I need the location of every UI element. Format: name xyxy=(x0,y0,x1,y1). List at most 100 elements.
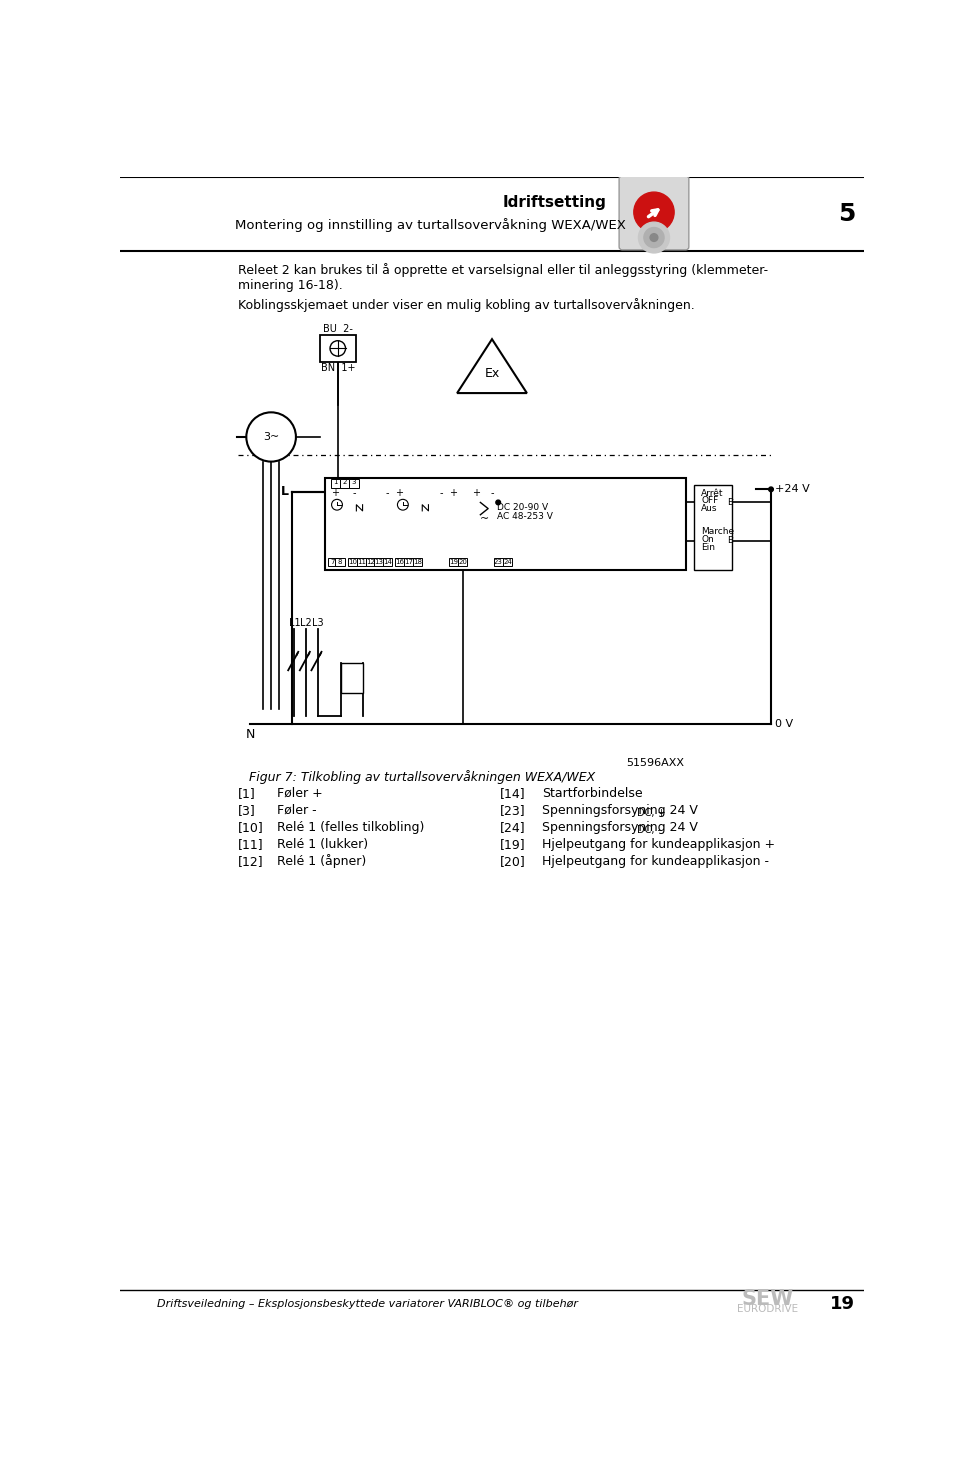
Text: +: + xyxy=(449,488,457,498)
Text: 13: 13 xyxy=(374,559,383,565)
Bar xyxy=(340,479,349,488)
Bar xyxy=(320,336,355,361)
Bar xyxy=(493,558,503,566)
Text: On: On xyxy=(701,535,714,544)
Text: Aus: Aus xyxy=(701,504,718,513)
Circle shape xyxy=(638,222,669,253)
Bar xyxy=(341,663,363,694)
Circle shape xyxy=(247,413,296,461)
Text: 10: 10 xyxy=(348,559,357,565)
Text: [1]: [1] xyxy=(238,787,255,800)
Text: [14]: [14] xyxy=(500,787,525,800)
Text: L1: L1 xyxy=(289,618,300,627)
Text: Spenningsforsyning 24 V: Spenningsforsyning 24 V xyxy=(542,805,698,816)
Bar xyxy=(448,558,458,566)
Text: Spenningsforsyning 24 V: Spenningsforsyning 24 V xyxy=(542,821,698,834)
Text: BN  1+: BN 1+ xyxy=(321,362,355,373)
Text: [23]: [23] xyxy=(500,805,525,816)
Bar xyxy=(331,479,340,488)
Text: E: E xyxy=(727,498,732,507)
Text: 18: 18 xyxy=(413,559,422,565)
Bar xyxy=(327,558,337,566)
Text: 3: 3 xyxy=(351,479,356,485)
Text: 8: 8 xyxy=(338,559,343,565)
Text: 0 V: 0 V xyxy=(775,719,793,729)
Text: +: + xyxy=(331,488,340,498)
Text: Hjelpeutgang for kundeapplikasjon -: Hjelpeutgang for kundeapplikasjon - xyxy=(542,855,769,868)
Text: +: + xyxy=(395,488,403,498)
Text: E: E xyxy=(727,537,732,546)
Text: 3~: 3~ xyxy=(263,432,279,442)
Text: ~: ~ xyxy=(480,515,489,525)
Text: 11: 11 xyxy=(357,559,367,565)
Text: Føler -: Føler - xyxy=(276,805,316,816)
Circle shape xyxy=(634,192,674,232)
Text: +: + xyxy=(472,488,481,498)
Text: [19]: [19] xyxy=(500,837,525,850)
Text: 51596AXX: 51596AXX xyxy=(626,757,684,768)
Text: [12]: [12] xyxy=(238,855,263,868)
Text: Arrêt: Arrêt xyxy=(701,488,724,497)
Circle shape xyxy=(650,234,658,241)
Text: DC 20-90 V: DC 20-90 V xyxy=(497,503,548,512)
Text: BU  2-: BU 2- xyxy=(323,324,352,334)
Text: 5: 5 xyxy=(838,201,855,226)
Bar xyxy=(349,479,359,488)
Bar xyxy=(357,558,367,566)
Circle shape xyxy=(644,228,664,247)
Circle shape xyxy=(397,500,408,510)
Text: Ex: Ex xyxy=(485,367,499,380)
Text: [20]: [20] xyxy=(500,855,525,868)
Text: 23: 23 xyxy=(493,559,503,565)
Text: 16: 16 xyxy=(396,559,404,565)
Text: -: - xyxy=(491,488,493,498)
Text: AC 48-253 V: AC 48-253 V xyxy=(497,512,553,521)
Bar xyxy=(458,558,468,566)
Text: Ein: Ein xyxy=(701,543,715,552)
Text: SEW: SEW xyxy=(742,1288,794,1309)
Text: Relé 1 (lukker): Relé 1 (lukker) xyxy=(276,837,368,850)
Text: DC, +: DC, + xyxy=(636,808,665,818)
Circle shape xyxy=(769,487,774,491)
Text: Startforbindelse: Startforbindelse xyxy=(542,787,643,800)
Text: -: - xyxy=(386,488,389,498)
Bar xyxy=(396,558,404,566)
Text: 19: 19 xyxy=(448,559,458,565)
Bar xyxy=(335,558,345,566)
Text: Montering og innstilling av turtallsovervåkning WEXA/WEX: Montering og innstilling av turtallsover… xyxy=(234,219,625,232)
Text: L: L xyxy=(281,485,289,498)
Text: [3]: [3] xyxy=(238,805,255,816)
Bar xyxy=(374,558,383,566)
Text: OFF: OFF xyxy=(701,497,718,506)
Bar xyxy=(404,558,414,566)
Text: 17: 17 xyxy=(404,559,414,565)
Text: 24: 24 xyxy=(503,559,512,565)
Text: -: - xyxy=(352,488,356,498)
Text: 12: 12 xyxy=(366,559,374,565)
Text: 19: 19 xyxy=(829,1296,854,1313)
Bar xyxy=(693,485,732,571)
Text: +24 V: +24 V xyxy=(775,484,809,494)
Bar xyxy=(413,558,422,566)
Text: [24]: [24] xyxy=(500,821,525,834)
Text: Føler +: Føler + xyxy=(276,787,323,800)
Text: 20: 20 xyxy=(458,559,467,565)
Text: L3: L3 xyxy=(312,618,324,627)
Text: Idriftsetting: Idriftsetting xyxy=(503,195,607,210)
Text: L2: L2 xyxy=(300,618,312,627)
Text: [10]: [10] xyxy=(238,821,264,834)
Text: Koblingsskjemaet under viser en mulig kobling av turtallsovervåkningen.: Koblingsskjemaet under viser en mulig ko… xyxy=(238,297,694,312)
Text: minering 16-18).: minering 16-18). xyxy=(238,278,343,291)
Text: DC, -: DC, - xyxy=(636,825,661,834)
Text: EURODRIVE: EURODRIVE xyxy=(737,1304,799,1315)
Text: Releet 2 kan brukes til å opprette et varselsignal eller til anleggsstyring (kle: Releet 2 kan brukes til å opprette et va… xyxy=(238,263,768,277)
Text: Driftsveiledning – Eksplosjonsbeskyttede variatorer VARIBLOC® og tilbehør: Driftsveiledning – Eksplosjonsbeskyttede… xyxy=(157,1299,578,1309)
Text: 2: 2 xyxy=(343,479,347,485)
Text: Figur 7: Tilkobling av turtallsovervåkningen WEXA/WEX: Figur 7: Tilkobling av turtallsovervåkni… xyxy=(250,769,595,784)
Text: 1: 1 xyxy=(333,479,338,485)
Bar xyxy=(324,478,685,571)
Text: N: N xyxy=(246,729,255,741)
Text: 7: 7 xyxy=(330,559,335,565)
Text: Marche: Marche xyxy=(701,527,734,537)
Bar xyxy=(503,558,512,566)
